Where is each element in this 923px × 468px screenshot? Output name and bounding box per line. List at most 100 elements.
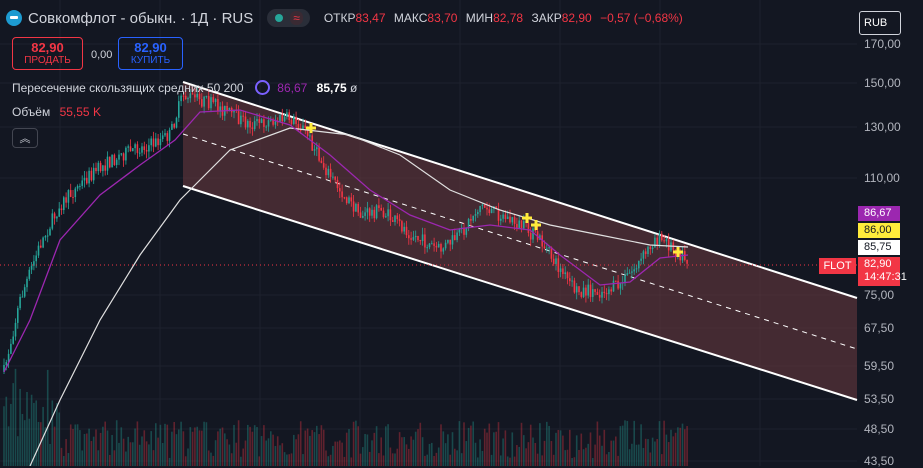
volume-bar xyxy=(382,455,385,466)
candle-body xyxy=(99,162,102,172)
volume-bar xyxy=(357,426,359,466)
candle-body xyxy=(435,245,438,248)
volume-bar xyxy=(608,452,610,466)
volume-bar xyxy=(150,431,152,466)
volume-bar xyxy=(327,456,330,466)
candle-body xyxy=(380,207,382,211)
volume-bar xyxy=(226,439,228,466)
candle-body xyxy=(550,247,553,259)
candle-body xyxy=(573,280,576,293)
candle-body xyxy=(318,147,320,161)
candle-body xyxy=(472,215,474,221)
candle-body xyxy=(325,167,327,176)
volume-bar xyxy=(90,441,93,466)
volume-bar xyxy=(63,456,65,466)
volume-bar xyxy=(92,436,95,466)
volume-indicator-legend[interactable]: Объём 55,55 K xyxy=(12,105,101,119)
volume-bar xyxy=(617,455,619,466)
candle-body xyxy=(189,93,192,99)
candle-body xyxy=(601,291,603,298)
candle-body xyxy=(23,287,26,297)
volume-bar xyxy=(373,432,376,466)
candle-body xyxy=(644,251,647,255)
candle-body xyxy=(129,146,132,152)
candle-body xyxy=(626,273,629,275)
volume-bar xyxy=(638,444,640,466)
channel-lower-line xyxy=(182,185,858,401)
volume-bar xyxy=(596,421,599,466)
volume-bar xyxy=(334,441,336,466)
volume-bar xyxy=(74,424,77,466)
volume-bar xyxy=(247,424,249,466)
candle-body xyxy=(598,294,601,298)
volume-bar xyxy=(677,427,679,466)
candle-body xyxy=(635,268,638,270)
candle-body xyxy=(86,177,88,184)
volume-bar xyxy=(230,453,233,466)
volume-bar xyxy=(355,420,357,466)
symbol-title[interactable]: Совкомфлот - обыкн. · 1Д · RUS xyxy=(28,9,254,27)
candle-body xyxy=(214,98,217,102)
volume-bar xyxy=(341,442,343,466)
volume-bar xyxy=(28,418,31,466)
volume-bar xyxy=(628,449,631,466)
collapse-legend-button[interactable]: ︽ xyxy=(12,128,38,148)
volume-bar xyxy=(592,457,594,466)
volume-bar xyxy=(578,449,580,466)
volume-bar xyxy=(362,447,364,466)
volume-bar xyxy=(385,426,387,466)
candle-body xyxy=(311,135,313,151)
volume-bar xyxy=(201,430,203,466)
market-status-pill[interactable]: ≈ xyxy=(267,9,310,27)
candle-body xyxy=(42,237,44,248)
volume-bar xyxy=(19,388,21,466)
candle-body xyxy=(74,188,77,198)
ma-cross-indicator-legend[interactable]: Пересечение скользящих средних 50 200 86… xyxy=(12,80,357,95)
candle-body xyxy=(679,253,681,261)
candle-body xyxy=(373,209,376,219)
candle-body xyxy=(253,121,256,129)
volume-bar xyxy=(86,433,88,466)
candle-body xyxy=(518,220,520,229)
cross-marker xyxy=(673,247,683,257)
volume-bar xyxy=(95,429,97,466)
loading-cycle-icon xyxy=(254,80,270,95)
candle-body xyxy=(237,110,240,125)
candle-body xyxy=(336,179,339,189)
candle-body xyxy=(79,185,81,187)
volume-bar xyxy=(380,437,382,466)
volume-bar xyxy=(472,421,474,466)
volume-bar xyxy=(302,454,304,466)
volume-bar xyxy=(242,448,244,466)
volume-bar xyxy=(171,431,173,466)
buy-price: 82,90 xyxy=(134,40,167,55)
currency-selector[interactable]: RUB xyxy=(859,11,901,35)
candle-body xyxy=(102,165,104,172)
volume-bar xyxy=(679,427,681,466)
volume-bar xyxy=(58,412,60,466)
volume-bar xyxy=(217,431,219,466)
volume-bar xyxy=(297,434,300,466)
candle-body xyxy=(391,220,394,222)
volume-bar xyxy=(274,445,277,466)
volume-bar xyxy=(23,420,26,466)
buy-button[interactable]: 82,90 КУПИТЬ xyxy=(118,37,183,70)
volume-bar xyxy=(311,430,313,466)
candle-body xyxy=(240,115,242,125)
candle-body xyxy=(523,221,525,229)
volume-bar xyxy=(118,442,120,466)
volume-bar xyxy=(589,432,592,466)
candle-body xyxy=(357,203,359,213)
volume-bar xyxy=(527,442,530,466)
volume-bar xyxy=(164,423,166,466)
chart-header: Совкомфлот - обыкн. · 1Д · RUS ≈ ОТКР83,… xyxy=(6,9,688,27)
candle-body xyxy=(313,149,316,151)
candle-body xyxy=(488,209,491,214)
volume-bar xyxy=(486,432,488,466)
volume-bar xyxy=(132,442,134,466)
sell-button[interactable]: 82,90 ПРОДАТЬ xyxy=(12,37,83,70)
candle-body xyxy=(263,119,265,127)
volume-bar xyxy=(348,429,350,466)
volume-bar xyxy=(684,429,686,466)
